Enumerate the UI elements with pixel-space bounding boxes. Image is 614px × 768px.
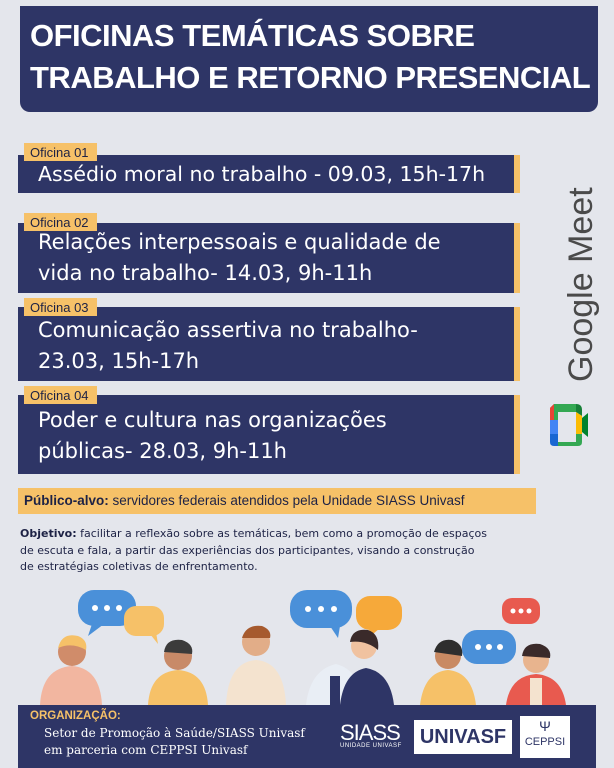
title-line-2: TRABALHO E RETORNO PRESENCIAL xyxy=(30,60,591,95)
audience-bar: Público-alvo: servidores federais atendi… xyxy=(18,488,536,514)
workshop-box: Poder e cultura nas organizações pública… xyxy=(18,395,520,474)
objective-line-3: de estratégias coletivas de enfrentament… xyxy=(20,560,258,573)
organization-line-2: em parceria com CEPPSI Univasf xyxy=(44,743,248,757)
workshop-text-line-1: Relações interpessoais e qualidade de xyxy=(38,230,441,254)
google-meet-icon xyxy=(550,404,588,446)
google-meet-text: Google Meet xyxy=(562,187,600,382)
objective-line-1: facilitar a reflexão sobre as temáticas,… xyxy=(80,527,488,540)
siass-logo: SIASS UNIDADE UNIVASF xyxy=(340,720,402,749)
ceppsi-symbol-icon: Ψ xyxy=(539,718,551,734)
google-meet-label: Google Meet xyxy=(562,187,600,382)
workshop-02: Oficina 02 Relações interpessoais e qual… xyxy=(18,213,520,293)
objective-line-2: de escuta e fala, a partir das experiênc… xyxy=(20,543,475,557)
speech-bubble-icon xyxy=(502,598,540,624)
person-figure xyxy=(306,629,394,705)
workshop-text-line-1: Poder e cultura nas organizações xyxy=(38,408,387,432)
workshop-03: Oficina 03 Comunicação assertiva no trab… xyxy=(18,298,520,381)
ceppsi-logo: Ψ CEPPSI xyxy=(520,716,570,758)
speech-bubble-icon xyxy=(462,630,516,664)
workshop-01: Oficina 01 Assédio moral no trabalho - 0… xyxy=(18,143,520,193)
speech-bubble-icon xyxy=(124,606,164,644)
ceppsi-logo-text: CEPPSI xyxy=(524,736,566,748)
speech-bubble-icon xyxy=(290,590,352,638)
audience-text: servidores federais atendidos pela Unida… xyxy=(112,493,465,508)
workshop-box: Comunicação assertiva no trabalho- 23.03… xyxy=(18,307,520,381)
workshop-04: Oficina 04 Poder e cultura nas organizaç… xyxy=(18,386,520,474)
title-banner xyxy=(20,6,598,112)
workshop-tag: Oficina 02 xyxy=(24,213,97,231)
siass-logo-subtext: UNIDADE UNIVASF xyxy=(340,743,402,749)
person-figure xyxy=(226,625,286,705)
objective-text: Objetivo: facilitar a reflexão sobre as … xyxy=(20,526,540,576)
univasf-logo: UNIVASF xyxy=(414,720,512,754)
objective-label: Objetivo: xyxy=(20,527,77,540)
person-figure xyxy=(40,635,102,705)
people-illustration xyxy=(40,590,566,705)
workshop-text-line-2: 23.03, 15h-17h xyxy=(38,349,200,373)
audience-label: Público-alvo: xyxy=(24,493,109,508)
workshop-tag: Oficina 04 xyxy=(24,386,97,404)
organization-label: ORGANIZAÇÃO: xyxy=(30,710,121,722)
workshop-tag: Oficina 01 xyxy=(24,143,97,161)
workshop-box: Assédio moral no trabalho - 09.03, 15h-1… xyxy=(18,155,520,193)
title-line-1: OFICINAS TEMÁTICAS SOBRE xyxy=(30,18,475,53)
person-figure xyxy=(420,639,476,705)
workshop-tag: Oficina 03 xyxy=(24,298,97,316)
workshop-text-line-2: vida no trabalho- 14.03, 9h-11h xyxy=(38,261,373,285)
workshop-text-line-2: públicas- 28.03, 9h-11h xyxy=(38,439,287,463)
person-figure xyxy=(506,643,566,705)
organization-line-1: Setor de Promoção à Saúde/SIASS Univasf xyxy=(44,726,305,740)
workshop-text: Assédio moral no trabalho - 09.03, 15h-1… xyxy=(38,162,486,186)
workshop-text-line-1: Comunicação assertiva no trabalho- xyxy=(38,318,418,342)
workshop-box: Relações interpessoais e qualidade de vi… xyxy=(18,223,520,293)
person-figure xyxy=(148,639,208,705)
speech-bubble-icon xyxy=(78,590,136,636)
siass-logo-text: SIASS xyxy=(340,720,401,745)
